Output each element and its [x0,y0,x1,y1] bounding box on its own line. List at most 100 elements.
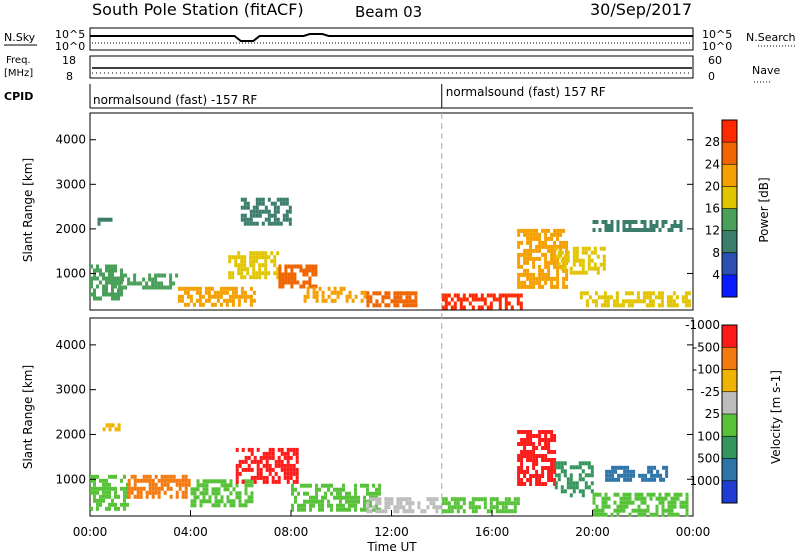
scatter-cell [517,478,521,482]
scatter-cell [592,508,596,513]
scatter-cell [90,284,93,289]
scatter-cell [384,509,388,514]
scatter-cell [246,221,250,226]
scatter-cell [282,197,286,202]
scatter-cell [550,470,554,474]
scatter-cell [645,295,649,300]
scatter-cell [244,455,248,460]
scatter-cell [592,220,596,224]
scatter-cell [563,473,567,478]
scatter-cell [148,273,152,278]
scatter-cell [566,485,570,490]
scatter-cell [139,486,143,491]
scatter-cell [193,495,197,500]
scatter-cell [261,209,265,214]
scatter-cell [90,292,93,297]
scatter-cell [474,497,478,502]
scatter-cell [96,506,99,511]
scatter-cell [312,294,316,299]
scatter-cell [184,474,188,479]
scatter-cell [333,487,336,492]
scatter-cell [393,505,397,510]
scatter-cell [495,297,499,302]
scatter-cell [523,446,527,450]
scatter-cell [604,496,608,501]
scatter-cell [181,494,185,499]
scatter-cell [563,489,567,494]
scatter-cell [249,294,253,299]
scatter-cell [93,296,96,301]
scatter-cell [498,301,502,306]
scatter-cell [544,280,548,285]
scatter-cell [108,423,112,428]
scatter-cell [550,248,554,253]
scatter-cell [553,466,557,470]
scatter-cell [520,438,524,442]
scatter-cell [584,250,588,255]
scatter-cell [617,473,621,478]
scatter-cell [369,509,373,514]
scatter-cell [504,501,508,506]
scatter-cell [517,272,521,277]
scatter-cell [289,475,293,480]
scatter-cell [456,501,460,506]
scatter-cell [256,467,260,472]
velocity-heatmap [90,423,689,517]
scatter-cell [258,267,262,272]
scatter-cell [615,299,619,304]
scatter-cell [283,455,287,460]
scatter-cell [471,501,475,506]
scatter-cell [529,252,533,257]
scatter-cell [627,299,631,304]
scatter-cell [315,491,318,496]
scatter-cell [544,232,548,237]
scatter-cell [243,221,247,226]
scatter-cell [139,478,143,483]
scatter-cell [258,275,262,280]
scatter-cell [652,228,656,232]
scatter-cell [673,492,677,497]
scatter-cell [321,294,325,299]
scatter-cell [234,294,238,299]
scatter-cell [547,474,551,478]
scatter-cell [615,303,619,308]
scatter-cell [619,504,623,509]
scatter-cell [237,263,241,268]
scatter-cell [581,493,585,498]
scatter-cell [523,280,527,285]
scatter-cell [556,256,560,261]
scatter-cell [565,276,569,281]
scatter-cell [274,463,278,468]
scatter-cell [240,267,244,272]
scatter-cell [289,447,293,452]
scatter-cell [673,220,677,224]
scatter-cell [523,438,527,442]
scatter-cell [288,221,292,226]
scatter-cell [676,492,680,497]
scatter-cell [90,506,93,511]
scatter-cell [268,463,272,468]
scatter-cell [520,450,524,454]
scatter-cell [163,490,167,495]
scatter-cell [526,272,530,277]
scatter-cell [612,299,616,304]
scatter-cell [444,501,448,506]
scatter-cell [405,303,409,308]
scatter-cell [202,495,206,500]
scatter-cell [126,494,129,499]
scatter-cell [348,495,351,500]
scatter-cell [405,497,409,502]
scatter-cell [261,197,265,202]
scatter-cell [253,459,257,464]
scatter-cell [195,290,199,295]
scatter-cell [607,228,611,232]
scatter-cell [529,434,533,438]
scatter-cell [284,268,288,273]
scatter-cell [243,197,247,202]
scatter-cell [210,294,214,299]
scatter-cell [308,264,312,269]
scatter-cell [411,299,415,304]
scatter-cell [526,232,530,237]
scatter-cell [535,446,539,450]
scatter-cell [477,305,481,310]
